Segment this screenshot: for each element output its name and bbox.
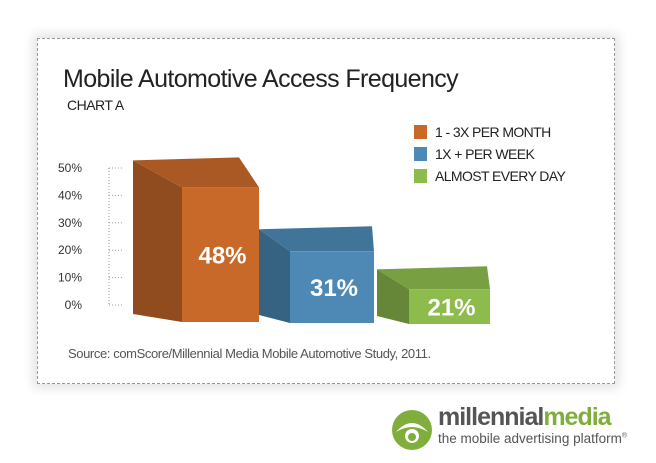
eye-logo-icon xyxy=(392,410,432,450)
bar-value-label: 48% xyxy=(198,243,246,270)
legend-label: 1 - 3X PER MONTH xyxy=(435,124,551,140)
legend-item-monthly: 1 - 3X PER MONTH xyxy=(414,124,551,140)
bar-top-face xyxy=(259,226,374,252)
bar-top-face xyxy=(377,266,490,290)
bar-front-face xyxy=(182,187,259,322)
registered-mark: ® xyxy=(621,432,628,440)
logo-tagline: the mobile advertising platform xyxy=(438,431,622,446)
legend-swatch xyxy=(414,147,427,161)
y-tick-label: 30% xyxy=(58,216,82,230)
bar-value-label: 21% xyxy=(427,295,475,322)
bar-value-label: 31% xyxy=(310,275,358,302)
bar-1: 31% xyxy=(259,226,374,323)
millennial-media-logo: millennialmedia the mobile advertising p… xyxy=(390,400,656,460)
legend-label: ALMOST EVERY DAY xyxy=(435,168,566,184)
legend-item-daily: ALMOST EVERY DAY xyxy=(414,168,566,184)
logo-text-millennial: millennial xyxy=(438,403,544,431)
bar-top-face xyxy=(133,157,259,188)
y-tick-label: 40% xyxy=(58,188,82,202)
legend-item-weekly: 1X + PER WEEK xyxy=(414,146,535,162)
bar-front-face xyxy=(409,289,490,324)
bar-0: 48% xyxy=(133,157,259,322)
y-tick-label: 20% xyxy=(58,243,82,257)
y-tick-label: 10% xyxy=(58,271,82,285)
bar-side-face xyxy=(133,160,182,322)
source-note: Source: comScore/Millennial Media Mobile… xyxy=(68,346,431,361)
legend-swatch xyxy=(414,169,427,183)
y-tick-label: 50% xyxy=(58,161,82,175)
legend-swatch xyxy=(414,125,427,139)
bar-front-face xyxy=(290,251,374,323)
logo-text-media: media xyxy=(543,403,611,431)
legend-label: 1X + PER WEEK xyxy=(435,146,535,162)
bar-2: 21% xyxy=(377,266,490,324)
chart-subtitle: CHART A xyxy=(67,97,124,113)
chart-title: Mobile Automotive Access Frequency xyxy=(63,65,459,93)
y-tick-label: 0% xyxy=(65,298,83,312)
bar-side-face xyxy=(377,269,409,324)
bar-side-face xyxy=(259,229,290,323)
